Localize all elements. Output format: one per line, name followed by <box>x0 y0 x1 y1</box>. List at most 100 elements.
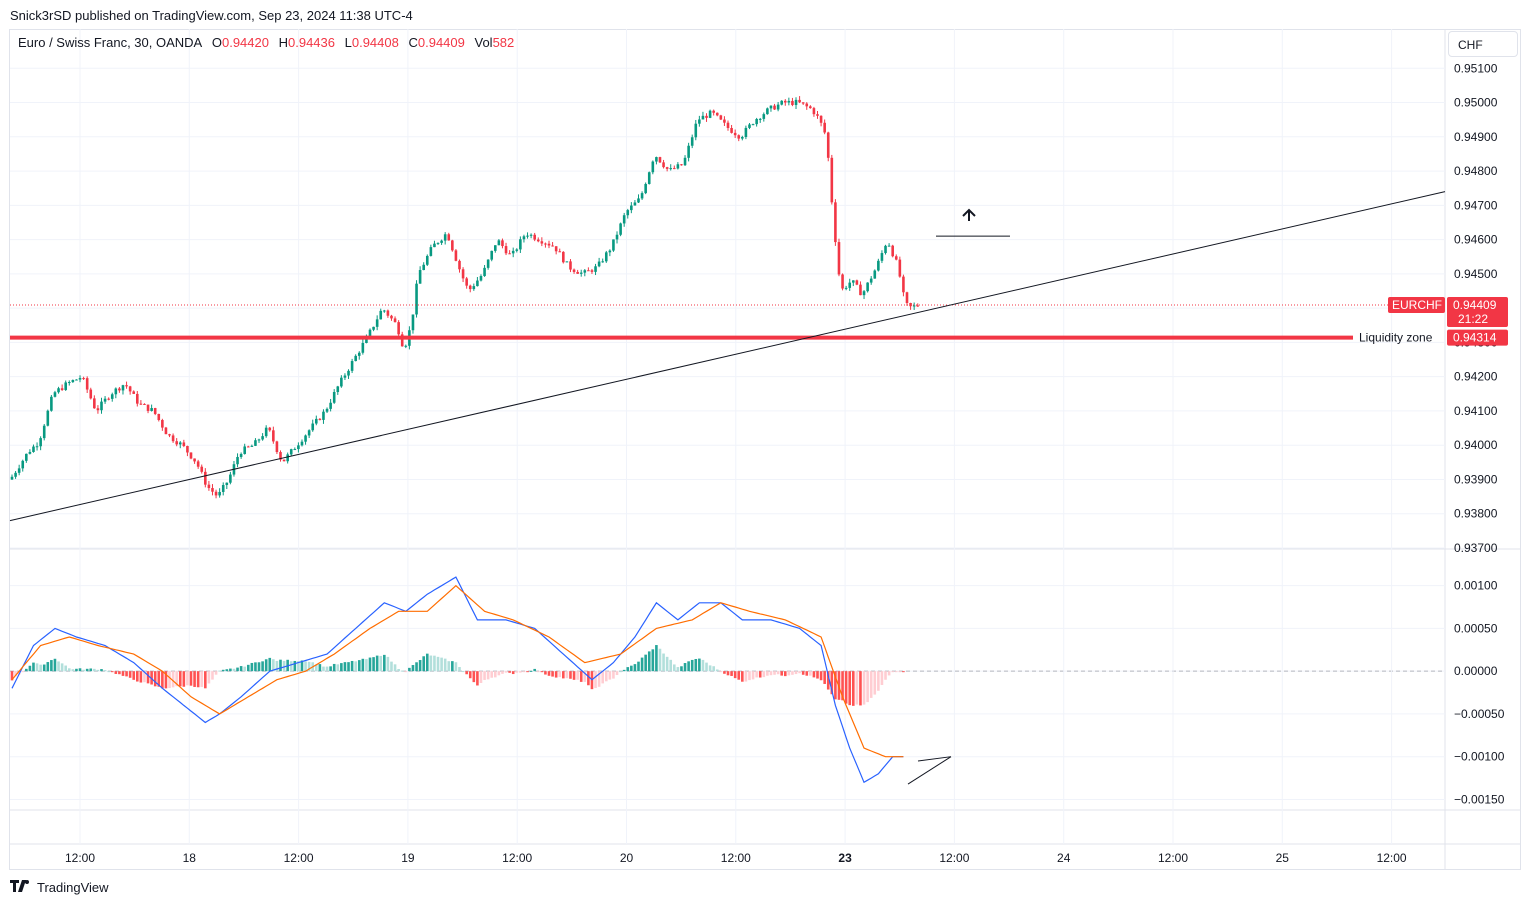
histogram-bar <box>597 671 601 687</box>
histogram-bar <box>866 671 869 703</box>
histogram-bar <box>637 661 640 672</box>
histogram-bar <box>676 667 680 672</box>
candle-body <box>254 440 257 446</box>
histogram-bar <box>751 671 755 680</box>
candle-body <box>887 245 891 247</box>
candle-body <box>916 305 920 307</box>
candle-body <box>579 272 583 274</box>
histogram-bar <box>372 657 375 672</box>
candle-body <box>458 260 461 270</box>
histogram-bar <box>400 670 404 672</box>
tradingview-brand[interactable]: TradingView <box>10 880 109 895</box>
time-tick-label: 24 <box>1057 851 1071 865</box>
symbol-tag: EURCHF <box>1392 298 1442 312</box>
candle-body <box>193 458 196 462</box>
histogram-bar <box>75 668 78 672</box>
candle-body <box>189 452 193 459</box>
candle-body <box>350 361 354 371</box>
histogram-bar <box>497 671 501 676</box>
histogram-bar <box>554 671 558 678</box>
histogram-bar <box>239 666 243 672</box>
histogram-bar <box>53 658 57 672</box>
candle-body <box>268 427 272 431</box>
candle-body <box>619 223 622 235</box>
histogram-bar <box>189 671 193 686</box>
histogram-bar <box>884 671 887 680</box>
candle-body <box>297 445 300 450</box>
candle-body <box>472 286 476 290</box>
candle-body <box>250 445 254 447</box>
candle-body <box>494 245 497 251</box>
histogram-bar <box>32 662 35 672</box>
histogram-bar <box>60 663 64 672</box>
histogram-bar <box>261 661 264 672</box>
candle-body <box>665 167 669 169</box>
histogram-bar <box>869 671 873 698</box>
currency-button[interactable]: CHF <box>1448 31 1518 57</box>
candle-body <box>483 267 486 277</box>
legend-symbol[interactable]: Euro / Swiss Franc, 30, OANDA <box>18 35 203 50</box>
candle-body <box>787 100 791 103</box>
candle-body <box>440 240 443 243</box>
histogram-bar <box>468 671 472 679</box>
histogram-bar <box>85 668 89 672</box>
time-axis[interactable]: 12:00 18 12:00 19 12:00 20 12:00 23 12:00 24 12:00… <box>65 851 1407 865</box>
candle-body <box>687 145 690 158</box>
candle-body <box>372 326 375 330</box>
candle-body <box>680 164 683 166</box>
candle-body <box>425 255 429 265</box>
histogram-bar <box>318 664 322 672</box>
histogram-bar <box>365 659 368 672</box>
histogram-bar <box>78 668 82 672</box>
candle-body <box>211 488 214 492</box>
candle-body <box>168 434 171 436</box>
candle-body <box>289 449 293 455</box>
candle-body <box>604 252 608 262</box>
macd-axis[interactable]: 0.00100 0.00050 0.00000 −0.00050 −0.00100 −0.… <box>1454 579 1505 807</box>
candle-body <box>565 261 569 263</box>
candle-body <box>640 193 644 199</box>
candle-body <box>877 260 880 271</box>
candle-series <box>10 96 920 499</box>
candle-body <box>286 454 289 462</box>
candle-body <box>171 435 175 442</box>
candle-body <box>282 459 286 462</box>
histogram-bar <box>583 671 587 682</box>
histogram-bar <box>282 660 286 672</box>
histogram-bar <box>783 671 787 677</box>
histogram-bar <box>855 671 859 705</box>
candle-body <box>504 246 508 254</box>
candle-body <box>468 285 472 290</box>
candle-body <box>630 205 633 211</box>
histogram-bar <box>744 671 748 682</box>
candle-body <box>791 100 794 106</box>
candle-body <box>465 278 468 286</box>
candle-body <box>64 382 67 390</box>
candle-body <box>501 240 504 247</box>
histogram-bar <box>794 671 798 675</box>
candle-body <box>698 119 701 124</box>
histogram-bar <box>576 671 579 680</box>
histogram-bar <box>139 671 143 683</box>
candle-body <box>443 234 447 241</box>
histogram-bar <box>39 664 42 672</box>
histogram-bar <box>762 671 766 678</box>
candle-body <box>386 310 390 316</box>
histogram-bar <box>741 671 744 682</box>
histogram-bar <box>322 666 325 672</box>
price-tick-label: 0.94900 <box>1454 130 1498 144</box>
candle-body <box>519 239 522 250</box>
candle-body <box>157 413 161 421</box>
candle-body <box>662 162 665 168</box>
histogram-bar <box>246 664 250 672</box>
candle-body <box>14 472 17 477</box>
histogram-bar <box>386 656 390 672</box>
candle-body <box>794 99 798 106</box>
histogram-bar <box>844 671 848 704</box>
histogram-bar <box>608 671 612 680</box>
histogram-bar <box>175 671 178 687</box>
drawing-overlays[interactable] <box>9 191 1446 522</box>
histogram-bar <box>25 668 28 672</box>
histogram-bar <box>476 671 479 686</box>
